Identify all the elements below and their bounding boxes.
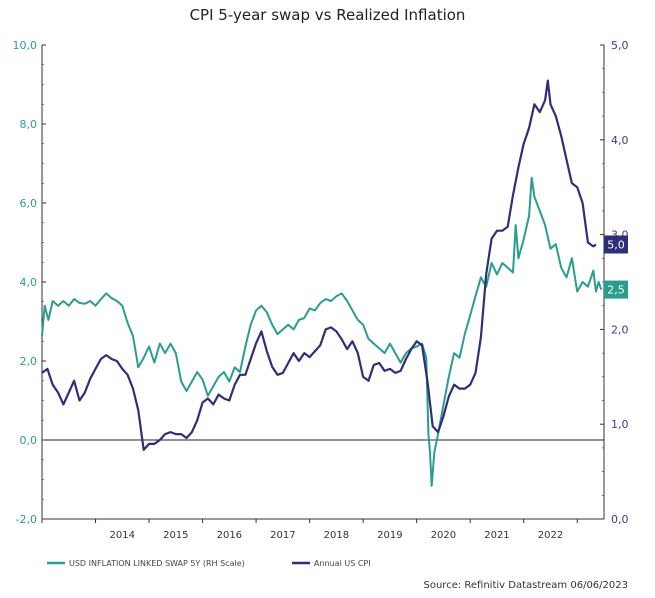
right-tick-label: 2,0	[611, 323, 629, 336]
end-badge-cpi	[604, 235, 628, 254]
legend: USD INFLATION LINKED SWAP 5Y (RH Scale) A…	[47, 559, 371, 568]
left-tick-label: 10,0	[13, 39, 38, 52]
right-tick-label: 5,0	[611, 39, 629, 52]
legend-label-swap: USD INFLATION LINKED SWAP 5Y (RH Scale)	[69, 559, 245, 568]
series-line-cpi	[41, 79, 597, 451]
right-tick-label: 1,0	[611, 418, 629, 431]
series-layer	[41, 79, 603, 487]
x-tick-label: 2021	[484, 530, 509, 541]
chart-title: CPI 5-year swap vs Realized Inflation	[189, 6, 466, 24]
x-tick-label: 2017	[270, 530, 295, 541]
x-tick-label: 2015	[163, 530, 188, 541]
x-tick-label: 2020	[431, 530, 456, 541]
left-tick-label: 0,0	[20, 434, 38, 447]
x-tick-label: 2018	[324, 530, 349, 541]
x-tick-label: 2014	[110, 530, 135, 541]
series-line-swap	[41, 176, 603, 487]
left-tick-label: 2,0	[20, 355, 38, 368]
source-note: Source: Refinitiv Datastream 06/06/2023	[424, 580, 629, 591]
right-tick-label: 4,0	[611, 134, 629, 147]
left-tick-label: 4,0	[20, 276, 38, 289]
right-tick-label: 0,0	[611, 513, 629, 526]
left-tick-label: -2,0	[16, 513, 37, 526]
legend-label-cpi: Annual US CPI	[314, 559, 371, 568]
x-tick-label: 2019	[377, 530, 402, 541]
left-tick-label: 8,0	[20, 118, 38, 131]
left-tick-label: 6,0	[20, 197, 38, 210]
end-label-swap: 2,5	[607, 284, 625, 297]
x-tick-label: 2016	[217, 530, 242, 541]
axes: -2,00,02,04,06,08,010,00,01,02,03,04,05,…	[13, 39, 629, 541]
x-tick-label: 2022	[538, 530, 563, 541]
end-labels: 2,5 5,0	[604, 235, 628, 299]
end-badge-swap	[604, 280, 628, 299]
end-label-cpi: 5,0	[607, 238, 625, 251]
